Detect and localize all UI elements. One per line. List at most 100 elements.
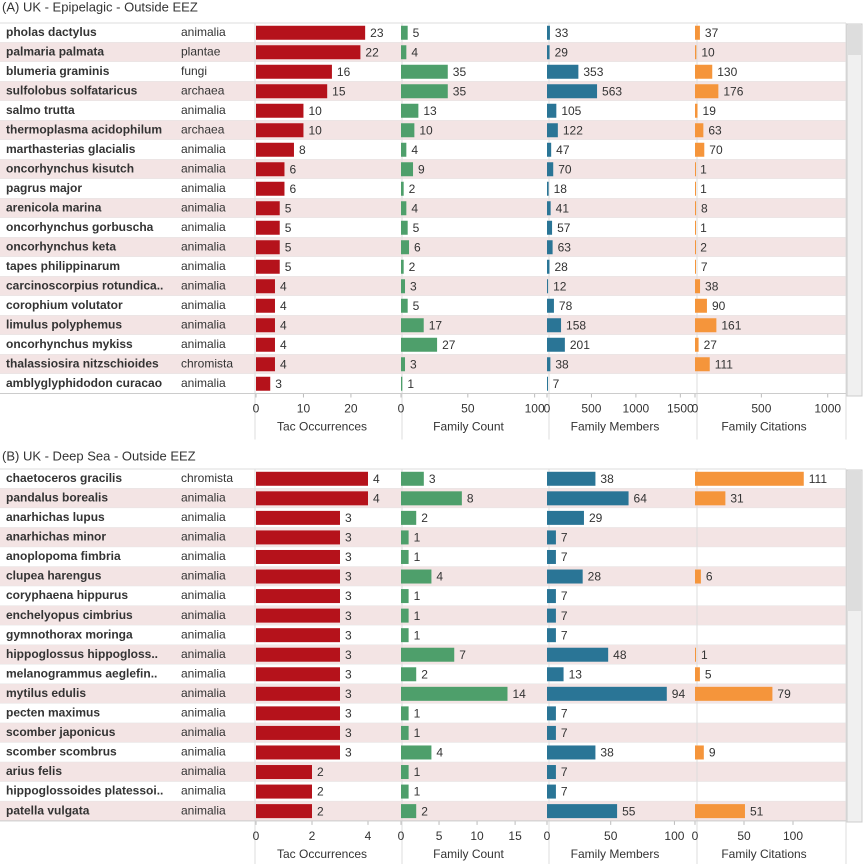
- kingdom: animalia: [181, 298, 226, 312]
- bar: [547, 298, 554, 313]
- row-band: [0, 703, 846, 724]
- value-label: 27: [704, 338, 718, 352]
- value-label: 94: [672, 687, 686, 701]
- row-band: [0, 23, 846, 43]
- kingdom: animalia: [181, 220, 226, 234]
- value-label: 29: [589, 511, 603, 525]
- bar: [256, 357, 275, 372]
- species-name: carcinoscorpius rotundica..: [6, 278, 163, 292]
- bar: [547, 357, 551, 372]
- bar: [695, 220, 696, 235]
- bar: [256, 530, 340, 545]
- bar: [401, 357, 406, 372]
- bar: [256, 376, 271, 391]
- value-label: 3: [345, 707, 352, 721]
- kingdom: animalia: [181, 181, 226, 195]
- axis-title: Family Citations: [721, 847, 806, 861]
- value-label: 1: [414, 609, 421, 623]
- value-label: 27: [442, 338, 456, 352]
- value-label: 3: [345, 570, 352, 584]
- bar: [256, 471, 368, 486]
- axis-title: Family Count: [433, 847, 504, 861]
- species-name: oncorhynchus keta: [6, 239, 116, 253]
- bar: [695, 337, 699, 352]
- bar: [547, 530, 556, 545]
- value-label: 48: [613, 648, 627, 662]
- x-tick-label: 2: [309, 829, 316, 843]
- kingdom: archaea: [181, 122, 225, 136]
- bar: [695, 45, 697, 60]
- bar: [256, 181, 285, 196]
- species-name: salmo trutta: [6, 103, 75, 117]
- bar: [256, 162, 285, 177]
- value-label: 47: [556, 143, 570, 157]
- bar: [401, 279, 406, 294]
- value-label: 3: [429, 472, 436, 486]
- bar: [256, 725, 340, 740]
- bar: [256, 491, 368, 506]
- value-label: 4: [280, 299, 287, 313]
- bar: [547, 549, 556, 564]
- value-label: 55: [622, 804, 636, 818]
- species-name: coryphaena hippurus: [6, 588, 128, 602]
- kingdom: animalia: [181, 490, 226, 504]
- value-label: 37: [705, 26, 719, 40]
- value-label: 7: [459, 648, 466, 662]
- value-label: 70: [558, 162, 572, 176]
- bar: [256, 569, 340, 584]
- x-tick-label: 0: [692, 402, 699, 416]
- scrollbar[interactable]: [846, 23, 863, 397]
- value-label: 7: [561, 765, 568, 779]
- bar: [695, 569, 701, 584]
- kingdom: chromista: [181, 356, 233, 370]
- bar: [695, 357, 710, 372]
- scroll-thumb[interactable]: [848, 471, 861, 611]
- species-name: oncorhynchus mykiss: [6, 337, 133, 351]
- x-tick-label: 0: [692, 829, 699, 843]
- bar: [547, 259, 550, 274]
- value-label: 8: [299, 143, 306, 157]
- species-name: corophium volutator: [6, 298, 123, 312]
- value-label: 3: [345, 589, 352, 603]
- value-label: 10: [308, 104, 322, 118]
- kingdom: animalia: [181, 376, 226, 390]
- kingdom: animalia: [181, 103, 226, 117]
- value-label: 1: [414, 550, 421, 564]
- row-band: [0, 527, 846, 548]
- value-label: 14: [512, 687, 526, 701]
- value-label: 201: [570, 338, 590, 352]
- species-name: arius felis: [6, 764, 62, 778]
- value-label: 7: [561, 589, 568, 603]
- species-name: scomber japonicus: [6, 725, 116, 739]
- value-label: 105: [561, 104, 581, 118]
- bar: [401, 259, 404, 274]
- value-label: 33: [555, 26, 569, 40]
- value-label: 38: [600, 746, 614, 760]
- value-label: 5: [285, 260, 292, 274]
- bar: [256, 589, 340, 604]
- bar: [401, 549, 409, 564]
- kingdom: animalia: [181, 549, 226, 563]
- value-label: 38: [555, 357, 569, 371]
- value-label: 35: [453, 65, 467, 79]
- value-label: 13: [569, 667, 583, 681]
- row-band: [0, 723, 846, 743]
- value-label: 15: [332, 84, 346, 98]
- kingdom: animalia: [181, 784, 226, 798]
- row-band: [0, 762, 846, 782]
- bar: [695, 471, 804, 486]
- value-label: 122: [563, 123, 583, 137]
- row-band: [0, 101, 846, 121]
- bar: [547, 784, 556, 799]
- x-tick-label: 0: [544, 829, 551, 843]
- kingdom: animalia: [181, 686, 226, 700]
- species-name: melanogrammus aeglefin..: [6, 666, 157, 680]
- bar: [547, 628, 556, 643]
- bar: [695, 84, 719, 99]
- scroll-thumb[interactable]: [848, 25, 861, 55]
- bar: [547, 181, 549, 196]
- bar: [256, 337, 275, 352]
- value-label: 4: [280, 318, 287, 332]
- x-tick-label: 15: [508, 829, 522, 843]
